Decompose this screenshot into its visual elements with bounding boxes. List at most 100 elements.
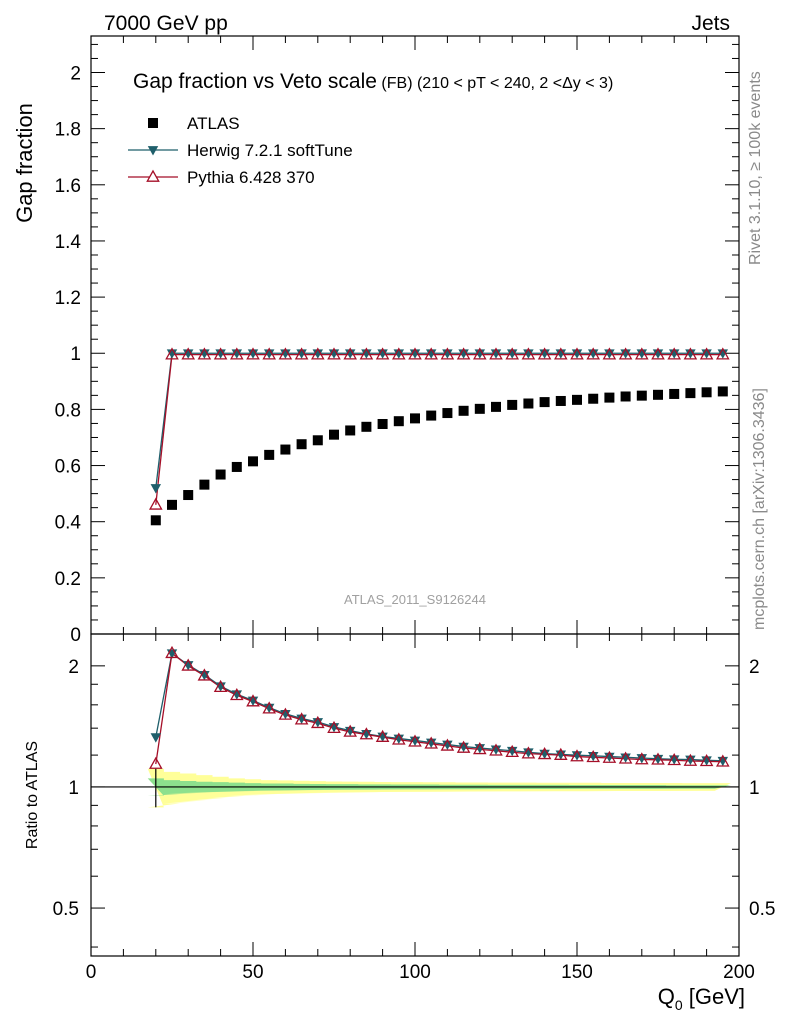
- pythia-point: [472, 347, 487, 360]
- ratio-pythia-point: [440, 738, 455, 751]
- ratio-pythia-point: [165, 645, 179, 659]
- ratio-herwig-point: [344, 726, 356, 737]
- herwig-point: [247, 349, 259, 359]
- x-tick-label: 50: [242, 962, 263, 983]
- header-left: 7000 GeV pp: [104, 12, 228, 35]
- main-ytick-label: 2: [70, 63, 81, 84]
- herwig-point: [442, 349, 453, 359]
- herwig-point: [636, 349, 648, 359]
- ratio-plot: 0.5 0.5 1 1 2 2 Ratio to ATLAS 0 50 100 150 200 Q…: [24, 633, 776, 1013]
- ratio-herwig-point: [506, 746, 518, 757]
- atlas-point: [167, 499, 177, 510]
- rivet-label: Rivet 3.1.10, ≥ 100k events: [747, 71, 764, 265]
- main-subtitle-text: (FB) (210 < pT < 240, 2 <Δy < 3): [381, 75, 613, 92]
- watermark: ATLAS_2011_S9126244: [344, 592, 486, 607]
- ratio-pythia-point: [456, 740, 471, 753]
- ratio-herwig-point: [523, 748, 534, 758]
- pythia-point: [602, 347, 617, 360]
- atlas-point: [377, 418, 388, 429]
- atlas-point: [426, 410, 437, 421]
- herwig-point: [490, 349, 502, 359]
- ratio-pythia-point: [586, 749, 601, 763]
- legend-herwig-marker: [147, 146, 159, 156]
- herwig-point: [458, 349, 469, 359]
- atlas-point: [604, 392, 615, 403]
- ratio-herwig-point: [150, 733, 162, 743]
- atlas-point: [653, 389, 663, 400]
- ratio-pythia-point: [278, 707, 293, 720]
- ratio-pythia-point: [375, 729, 390, 742]
- atlas-point: [183, 490, 194, 501]
- herwig-point: [296, 349, 307, 359]
- atlas-point: [199, 479, 210, 490]
- main-ytick-label: 1.8: [55, 120, 81, 141]
- herwig-point: [604, 349, 615, 359]
- ratio-series: [148, 645, 730, 808]
- ratio-ytick-label: 0.5: [53, 899, 79, 920]
- herwig-point: [393, 349, 405, 359]
- ratio-pythia-point: [229, 687, 244, 701]
- x-axis-label-sub: 0: [675, 997, 683, 1013]
- ratio-pythia-point: [537, 747, 552, 760]
- pythia-point: [456, 347, 471, 360]
- pythia-point: [651, 347, 665, 360]
- atlas-point: [312, 435, 323, 446]
- ratio-herwig-point: [620, 753, 631, 763]
- ratio-pythia-point: [618, 751, 633, 764]
- ratio-pythia-point: [294, 712, 309, 725]
- ratio-ytick-label: 2: [68, 657, 79, 678]
- ratio-pythia-point: [310, 715, 325, 729]
- x-tick-label: 200: [723, 962, 755, 983]
- pythia-point: [246, 347, 260, 360]
- ratio-ytick-label: 1: [68, 778, 79, 799]
- herwig-point: [361, 349, 372, 359]
- herwig-point: [474, 349, 486, 359]
- atlas-point: [669, 388, 680, 399]
- x-axis-label-unit: [GeV]: [683, 984, 745, 1009]
- atlas-point: [150, 515, 161, 526]
- ratio-herwig-point: [442, 740, 453, 751]
- ratio-ylabel: Ratio to ATLAS: [24, 741, 41, 849]
- ratio-pythia-point: [699, 753, 714, 767]
- atlas-point: [539, 397, 550, 408]
- legend-pythia-marker: [146, 169, 160, 182]
- atlas-point: [474, 403, 485, 414]
- ratio-pythia-point: [667, 752, 682, 766]
- herwig-point: [199, 349, 210, 359]
- herwig-point: [425, 349, 437, 359]
- pythia-point: [537, 347, 552, 360]
- pythia-point: [213, 347, 228, 360]
- legend: ATLAS Herwig 7.2.1 softTune Pythia 6.428 3…: [128, 114, 353, 187]
- main-ytick-label: 0.6: [55, 457, 81, 478]
- ratio-herwig-point: [280, 709, 291, 720]
- header-right: Jets: [691, 12, 730, 35]
- ratio-line-pythia: [155, 652, 723, 765]
- herwig-point: [377, 349, 388, 359]
- ratio-pythia-point: [246, 694, 260, 707]
- atlas-point: [329, 429, 339, 440]
- pythia-point: [391, 347, 406, 360]
- ratio-pythia-point: [262, 701, 277, 714]
- pythia-point: [618, 347, 633, 360]
- pythia-point: [586, 347, 601, 360]
- ratio-tick-labels: 0.5 0.5 1 1 2 2: [53, 657, 776, 920]
- atlas-point: [685, 388, 696, 399]
- main-ytick-label: 1.6: [55, 176, 81, 197]
- herwig-point: [506, 349, 518, 359]
- herwig-point: [280, 349, 291, 359]
- x-tick-labels: 0 50 100 150 200: [86, 962, 755, 983]
- atlas-point: [572, 394, 582, 405]
- herwig-point: [620, 349, 631, 359]
- herwig-point: [166, 349, 178, 359]
- herwig-point: [539, 349, 550, 359]
- herwig-point: [263, 349, 275, 359]
- atlas-point: [248, 456, 258, 467]
- ratio-herwig-point: [474, 744, 486, 754]
- ratio-pythia-point: [359, 727, 374, 740]
- ratio-pythia-point: [408, 734, 422, 747]
- main-title-text: Gap fraction vs Veto scale: [133, 70, 377, 93]
- herwig-point: [668, 349, 680, 359]
- pythia-point: [440, 347, 455, 360]
- ratio-band: [147, 768, 731, 808]
- pythia-point: [521, 347, 536, 360]
